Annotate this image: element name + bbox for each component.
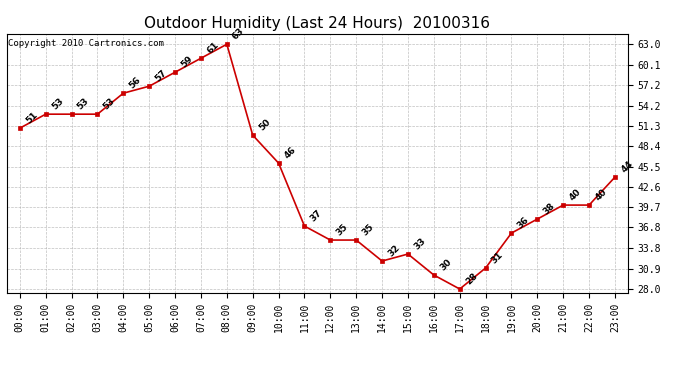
Text: 28: 28	[464, 271, 479, 286]
Text: 61: 61	[205, 40, 220, 56]
Text: 53: 53	[50, 96, 65, 111]
Text: 63: 63	[231, 26, 246, 42]
Text: 59: 59	[179, 54, 195, 69]
Text: 32: 32	[386, 243, 402, 258]
Title: Outdoor Humidity (Last 24 Hours)  20100316: Outdoor Humidity (Last 24 Hours) 2010031…	[144, 16, 491, 31]
Text: 46: 46	[283, 145, 298, 160]
Text: 53: 53	[76, 96, 91, 111]
Text: 35: 35	[335, 222, 350, 237]
Text: Copyright 2010 Cartronics.com: Copyright 2010 Cartronics.com	[8, 39, 164, 48]
Text: 57: 57	[153, 68, 168, 83]
Text: 33: 33	[412, 236, 427, 251]
Text: 53: 53	[101, 96, 117, 111]
Text: 37: 37	[308, 208, 324, 223]
Text: 40: 40	[567, 187, 582, 202]
Text: 30: 30	[438, 257, 453, 272]
Text: 38: 38	[542, 201, 557, 216]
Text: 44: 44	[619, 159, 635, 174]
Text: 50: 50	[257, 117, 272, 132]
Text: 40: 40	[593, 187, 609, 202]
Text: 36: 36	[515, 215, 531, 230]
Text: 51: 51	[24, 110, 39, 125]
Text: 56: 56	[128, 75, 143, 90]
Text: 35: 35	[360, 222, 375, 237]
Text: 31: 31	[490, 250, 505, 265]
